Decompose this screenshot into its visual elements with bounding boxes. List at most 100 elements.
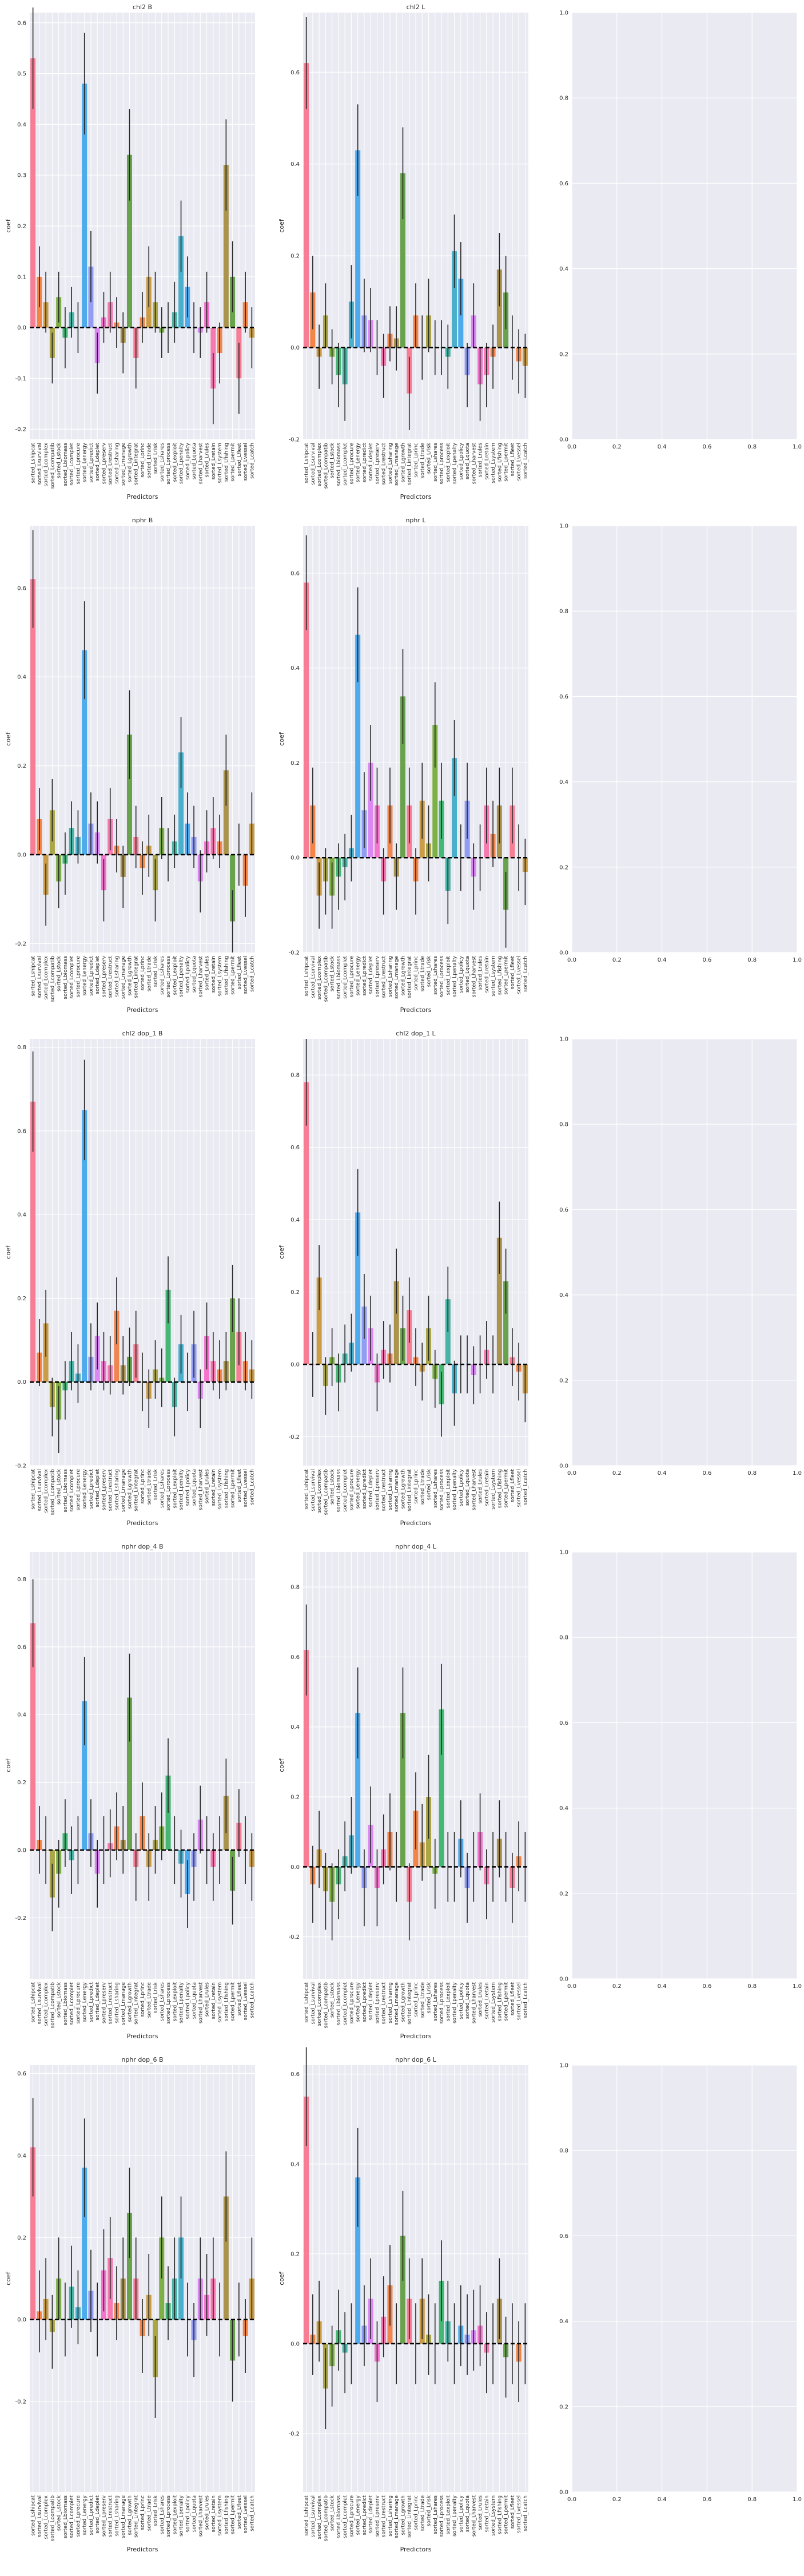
- x-tick-label: sorted_Lvessel: [243, 2495, 249, 2533]
- bar: [400, 1713, 405, 1867]
- x-tick-label: sorted_Ldeplet: [368, 2495, 374, 2534]
- x-tick-label: sorted_Lsurvival: [37, 443, 43, 485]
- x-tick-label: sorted_Lpenalty: [452, 442, 458, 484]
- x-tick-label: sorted_Lbiomass: [336, 2495, 342, 2539]
- x-tick-label: sorted_Lsurvival: [311, 1982, 316, 2024]
- x-tick-label: sorted_Lquota: [465, 1982, 471, 2019]
- x-tick-label: sorted_Lrisk: [427, 1468, 432, 1500]
- y-axis-label: coef: [278, 1758, 285, 1772]
- x-tick-label: sorted_Lvessel: [516, 2495, 522, 2533]
- x-tick-label: sorted_Lfleet: [237, 2495, 242, 2529]
- x-tick-label: 0.6: [702, 1983, 711, 1990]
- x-tick-label: sorted_Lenergy: [356, 2495, 361, 2535]
- x-tick-label: sorted_Lenergy: [82, 442, 88, 482]
- x-tick-label: sorted_Lstock: [330, 442, 336, 478]
- x-tick-label: sorted_Lgrowth: [127, 2495, 133, 2535]
- y-tick-label: -0.2: [288, 950, 300, 956]
- x-tick-label: sorted_Lshipcat: [304, 1982, 310, 2023]
- x-tick-label: sorted_Lfleet: [237, 1469, 242, 1503]
- x-axis-label: Predictors: [400, 2033, 432, 2040]
- x-tick-label: 1.0: [793, 957, 802, 963]
- x-tick-label: sorted_Ltrade: [146, 1469, 152, 1505]
- x-tick-label: sorted_Lcomplex: [43, 1982, 49, 2026]
- x-tick-label: sorted_Lvessel: [243, 956, 249, 994]
- x-tick-label: sorted_Lsystem: [217, 1469, 223, 1510]
- y-tick-label: 0.4: [559, 779, 568, 785]
- x-tick-label: sorted_Lmanage: [121, 443, 126, 486]
- x-tick-label: 0.4: [658, 957, 667, 963]
- x-tick-label: sorted_Lpreserv: [101, 442, 107, 484]
- x-tick-label: sorted_Lprocure: [75, 956, 81, 998]
- y-axis-label: coef: [5, 219, 12, 233]
- x-tick-label: sorted_Lvessel: [516, 956, 522, 994]
- x-tick-label: sorted_Lpredict: [89, 1982, 94, 2022]
- y-tick-label: 0.4: [17, 1212, 26, 1218]
- y-tick-label: 1.0: [559, 1550, 568, 1556]
- x-tick-label: sorted_Ltrade: [146, 443, 152, 479]
- x-axis-label: Predictors: [127, 2033, 158, 2040]
- x-tick-label: sorted_Lshipcat: [304, 2495, 310, 2536]
- x-tick-label: sorted_Lgrowth: [127, 1982, 133, 2022]
- x-tick-label: sorted_Lpenalty: [452, 1468, 458, 1510]
- x-tick-label: sorted_Lpenalty: [452, 1982, 458, 2023]
- x-tick-label: sorted_Lbiomass: [63, 1469, 69, 1513]
- bar: [355, 634, 361, 858]
- x-tick-label: sorted_Lexploit: [445, 1469, 451, 1509]
- x-tick-label: sorted_Lprocure: [349, 956, 355, 998]
- y-tick-label: 0.0: [559, 1463, 568, 1470]
- x-tick-label: sorted_Lharvest: [198, 443, 204, 485]
- x-tick-label: sorted_Lfleet: [510, 956, 516, 990]
- y-tick-label: 0.6: [17, 585, 26, 592]
- plot-area: [572, 13, 797, 439]
- y-tick-label: 0.8: [559, 1122, 568, 1128]
- x-tick-label: sorted_Lvessel: [243, 1469, 249, 1507]
- bar: [82, 1110, 87, 1382]
- x-tick-label: sorted_Lvessel: [243, 443, 249, 481]
- y-tick-label: 0.0: [290, 345, 300, 351]
- bar: [496, 1237, 502, 1364]
- x-tick-label: sorted_Lsharing: [388, 956, 393, 997]
- y-tick-label: 0.6: [290, 570, 300, 577]
- y-tick-label: 0.4: [17, 2153, 26, 2159]
- y-tick-label: 0.4: [290, 1217, 300, 1224]
- x-tick-label: sorted_Lsurvival: [37, 1982, 43, 2024]
- x-tick-label: sorted_Lquota: [465, 443, 471, 479]
- x-tick-label: sorted_Lretain: [484, 1469, 490, 1506]
- x-tick-label: sorted_Lcomplex: [317, 442, 323, 486]
- x-tick-label: sorted_Lsurvival: [37, 956, 43, 998]
- x-tick-label: sorted_Lcompatib: [323, 2495, 329, 2542]
- x-tick-label: sorted_Lfleet: [510, 1982, 516, 2016]
- x-tick-label: sorted_Lcompatib: [323, 1469, 329, 1515]
- x-tick-label: 1.0: [793, 1470, 802, 1476]
- x-tick-label: sorted_Lretain: [211, 443, 217, 479]
- x-tick-label: sorted_Lcatch: [249, 956, 255, 992]
- x-tick-label: sorted_Lsharing: [114, 1982, 120, 2023]
- x-tick-label: sorted_Lfishing: [224, 1469, 229, 1508]
- y-tick-label: 0.2: [17, 1296, 26, 1302]
- bar: [432, 725, 438, 858]
- x-tick-label: sorted_Lcompatib: [323, 443, 329, 489]
- x-tick-label: 0.8: [747, 444, 757, 450]
- x-tick-label: 0.2: [612, 1470, 622, 1476]
- x-tick-label: sorted_Lcatch: [523, 956, 528, 992]
- bar: [165, 1289, 171, 1382]
- x-tick-label: sorted_Lrestruct: [381, 1982, 387, 2025]
- x-tick-label: 0.4: [658, 1470, 667, 1476]
- y-axis-label: coef: [278, 732, 285, 746]
- y-tick-label: 0.6: [17, 20, 26, 26]
- x-tick-label: sorted_Lcatch: [249, 443, 255, 479]
- x-tick-label: sorted_Lpreserv: [375, 1468, 380, 1510]
- x-tick-label: 0.8: [747, 1470, 757, 1476]
- x-tick-label: sorted_Lrisk: [427, 2495, 432, 2526]
- y-tick-label: 0.6: [559, 694, 568, 700]
- x-tick-label: sorted_Lsystem: [217, 1982, 223, 2023]
- y-tick-label: 0.2: [290, 760, 300, 767]
- x-tick-label: sorted_Lpolicy: [185, 1982, 191, 2019]
- x-tick-label: 1.0: [793, 1983, 802, 1990]
- y-tick-label: 0.6: [559, 1720, 568, 1726]
- y-tick-label: 0.8: [559, 2148, 568, 2154]
- x-tick-label: sorted_Ldeplet: [368, 956, 374, 994]
- x-tick-label: sorted_Lpolicy: [185, 442, 191, 479]
